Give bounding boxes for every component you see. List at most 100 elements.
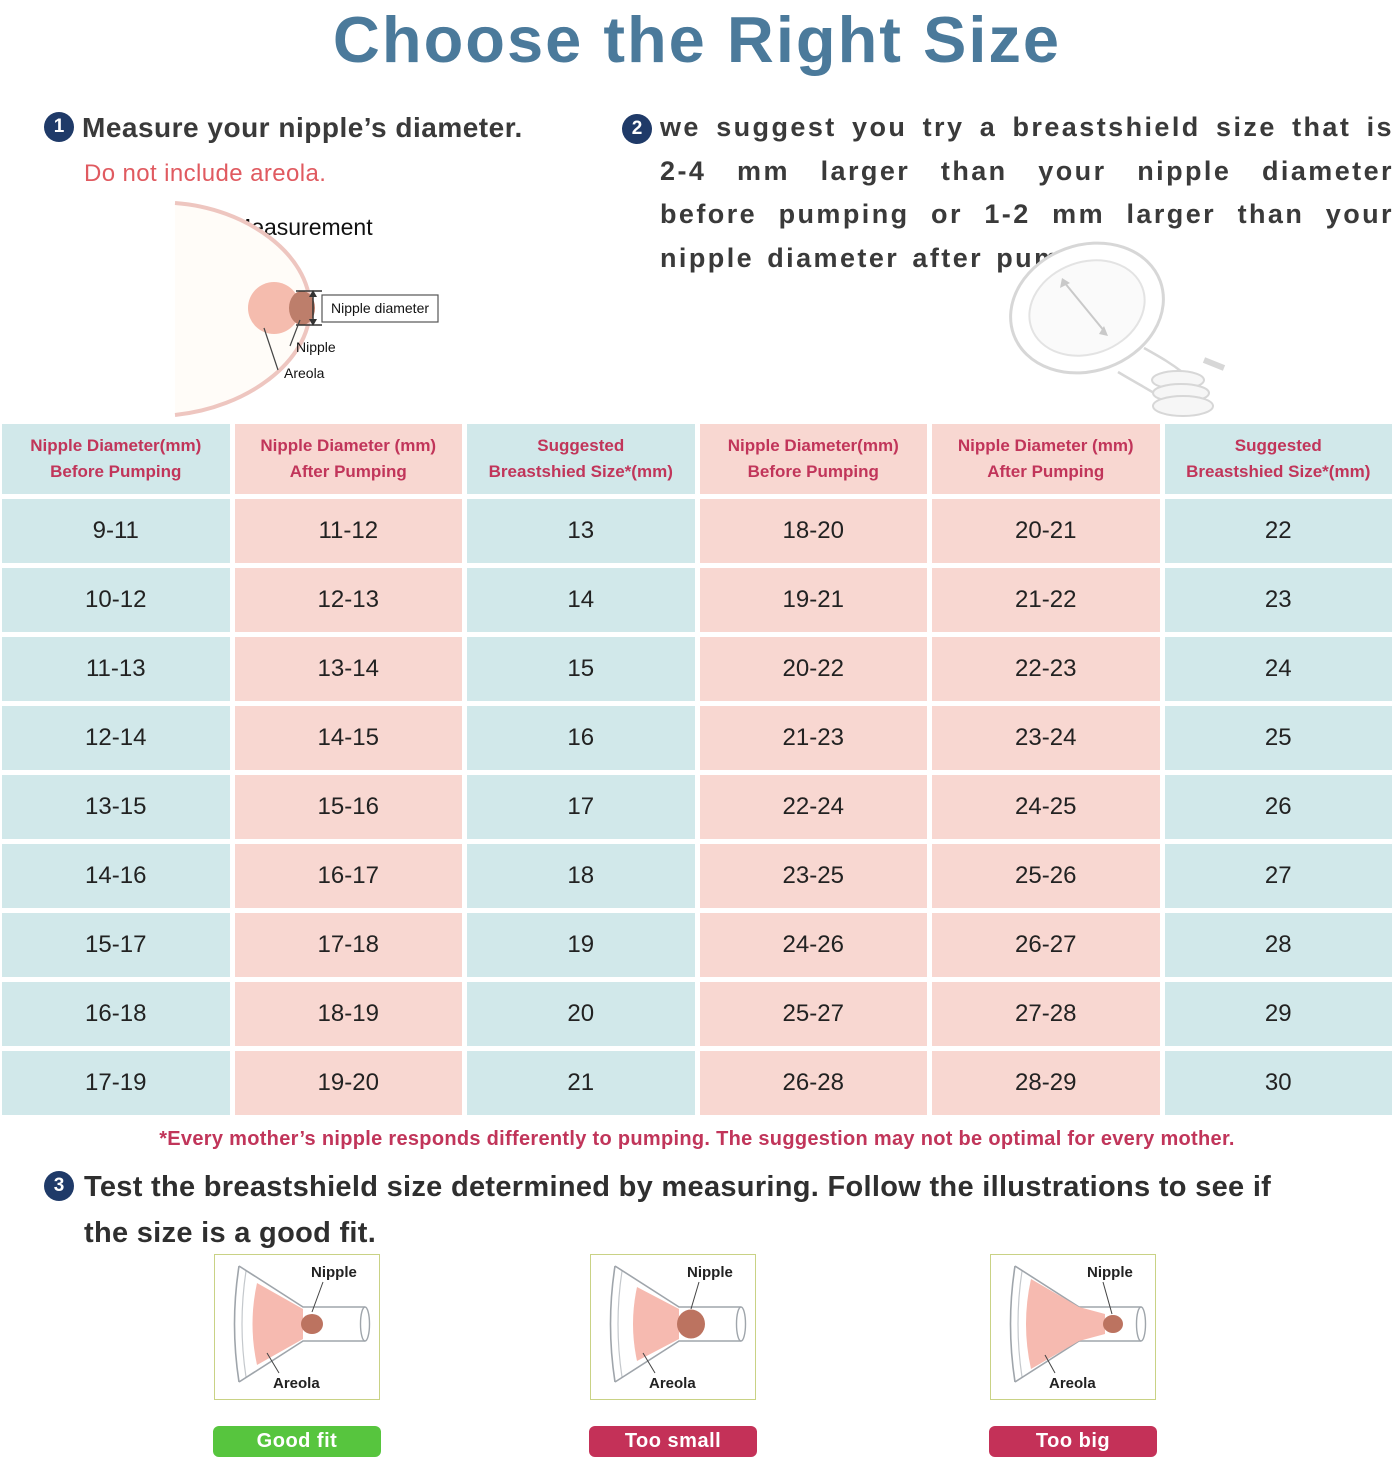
table-cell: 17-19 [2, 1051, 230, 1115]
table-cell: 13-15 [2, 775, 230, 839]
table-cell: 30 [1164, 1051, 1392, 1115]
funnel-rim-inner [617, 1270, 623, 1378]
table-cell: 16-17 [234, 844, 462, 908]
table-cell: 20-21 [932, 499, 1160, 563]
table-cell: 26-28 [699, 1051, 927, 1115]
column-header: Suggested Breastshied Size*(mm) [1164, 424, 1392, 494]
table-cell: 25 [1164, 706, 1392, 770]
funnel-outline [238, 1265, 365, 1383]
tunnel-end [359, 1306, 371, 1342]
table-cell: 21 [467, 1051, 695, 1115]
column-header: Nipple Diameter(mm) Before Pumping [699, 424, 927, 494]
fit-illustration-too-small: Nipple Areola [609, 1264, 747, 1392]
nipple-label: Nipple [1087, 1264, 1133, 1281]
table-cell: 13 [467, 499, 695, 563]
table-cell: 14 [467, 568, 695, 632]
tunnel-end [1135, 1306, 1147, 1342]
table-cell: 17 [467, 775, 695, 839]
nipple-diameter-label-box [321, 294, 439, 323]
table-cell: 29 [1164, 982, 1392, 1046]
areola-label: Areola [649, 1375, 696, 1392]
nipple-shape [289, 291, 315, 325]
areola-region [633, 1287, 679, 1361]
table-cell: 19 [467, 913, 695, 977]
nipple-leader-line [289, 319, 301, 347]
table-cell: 23 [1164, 568, 1392, 632]
funnel-outline [614, 1265, 741, 1383]
funnel-rim [1009, 1265, 1016, 1383]
nipple-label: Nipple [687, 1264, 733, 1281]
nipple-leader-line [690, 1281, 700, 1310]
table-cell: 9-11 [2, 499, 230, 563]
arrowhead-up [309, 290, 317, 297]
nipple-label: Nipple [311, 1264, 357, 1281]
too-small-badge: Too small [589, 1426, 757, 1457]
table-cell: 15-16 [234, 775, 462, 839]
table-cell: 10-12 [2, 568, 230, 632]
fit-box-too-big: Nipple Areola [990, 1254, 1156, 1400]
step-1-number-badge: 1 [44, 112, 74, 142]
table-cell: 18 [467, 844, 695, 908]
table-cell: 14-16 [2, 844, 230, 908]
shield-ridge-3 [1152, 395, 1214, 417]
areola-leader-line [1044, 1354, 1056, 1374]
areola-label: Areola [273, 1375, 320, 1392]
table-cell: 24-25 [932, 775, 1160, 839]
areola-leader-line [642, 1352, 656, 1374]
shield-measure-arrow [1063, 281, 1106, 333]
step-1-warning: Do not include areola. [84, 160, 327, 188]
column-header: Nipple Diameter (mm) After Pumping [932, 424, 1160, 494]
fit-box-good: Nipple Areola [214, 1254, 380, 1400]
table-cell: 23-25 [699, 844, 927, 908]
table-cell: 26 [1164, 775, 1392, 839]
table-cell: 24-26 [699, 913, 927, 977]
shield-arrowhead-2 [1099, 326, 1108, 336]
table-cell: 20-22 [699, 637, 927, 701]
fit-illustration-good-fit: Nipple Areola [233, 1264, 371, 1392]
nipple-diameter-label: Nipple diameter [331, 300, 429, 316]
table-cell: 27 [1164, 844, 1392, 908]
areola-label: Areola [284, 365, 325, 381]
funnel-rim-inner [1017, 1270, 1023, 1378]
step-1-section: 1 Measure your nipple’s diameter. Do not… [44, 112, 624, 188]
nipple-leader-line [311, 1281, 324, 1313]
nipple-shape [301, 1314, 323, 1334]
step-3-section: 3 Test the breastshield size determined … [44, 1164, 1324, 1257]
breast-measurement-diagram: Nipple diameter Nipple Areola [174, 201, 439, 417]
areola-region [1026, 1279, 1105, 1369]
table-cell: 26-27 [932, 913, 1160, 977]
table-cell: 24 [1164, 637, 1392, 701]
table-cell: 19-20 [234, 1051, 462, 1115]
table-cell: 23-24 [932, 706, 1160, 770]
nipple-leader-line [1102, 1281, 1113, 1315]
table-cell: 22 [1164, 499, 1392, 563]
table-cell: 27-28 [932, 982, 1160, 1046]
table-cell: 19-21 [699, 568, 927, 632]
breastshield-illustration [1009, 241, 1226, 417]
table-cell: 15-17 [2, 913, 230, 977]
table-cell: 21-23 [699, 706, 927, 770]
table-cell: 13-14 [234, 637, 462, 701]
funnel-rim-inner [241, 1270, 247, 1378]
step-1-heading: Measure your nipple’s diameter. [82, 112, 523, 143]
step-2-section: 2 we suggest you try a breastshield size… [622, 106, 1394, 281]
column-header: Nipple Diameter(mm) Before Pumping [2, 424, 230, 494]
table-cell: 22-24 [699, 775, 927, 839]
step-2-text: we suggest you try a breastshield size t… [660, 112, 1394, 274]
areola-leader-line [266, 1352, 280, 1374]
table-cell: 18-20 [699, 499, 927, 563]
fit-illustration-too-big: Nipple Areola [1009, 1264, 1147, 1392]
areola-shape [248, 282, 300, 334]
table-cell: 18-19 [234, 982, 462, 1046]
column-header: Nipple Diameter (mm) After Pumping [234, 424, 462, 494]
shield-flange-inner [1028, 259, 1146, 357]
table-cell: 15 [467, 637, 695, 701]
nipple-label: Nipple [296, 339, 336, 355]
tunnel-end [735, 1306, 747, 1342]
table-cell: 21-22 [932, 568, 1160, 632]
nipple-shape [677, 1309, 705, 1339]
table-cell: 16 [467, 706, 695, 770]
funnel-rim [233, 1265, 240, 1383]
arrowhead-down [309, 319, 317, 326]
